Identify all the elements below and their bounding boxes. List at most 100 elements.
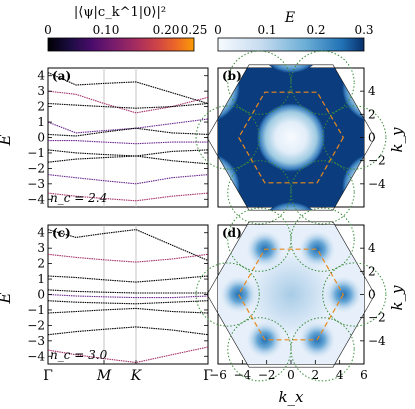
ytick-label-8: 4 xyxy=(37,69,45,83)
colorbar-right-tick-0: 0 xyxy=(214,23,222,37)
ytick-label-2: 0 xyxy=(368,131,376,145)
band-8 xyxy=(47,174,209,185)
fermi-contour-0 xyxy=(322,105,387,170)
xtick-label-2: K xyxy=(130,368,143,384)
colorbar-left-label: |⟨ψ|c_k^1|0⟩|² xyxy=(74,5,166,20)
colorbar-right-tick-1: 0.1 xyxy=(257,23,276,37)
xtick-label-1: M xyxy=(96,368,112,384)
fermi-contour-0 xyxy=(322,262,387,327)
panel-d-ylabel: k_y xyxy=(388,285,406,311)
ytick-label-5: 1 xyxy=(37,115,45,129)
panel-b-ylabel: k_y xyxy=(388,127,406,153)
band-7 xyxy=(47,155,209,165)
ytick-label-0: 4 xyxy=(368,241,376,255)
fermi-contour-3 xyxy=(195,105,260,170)
band-2 xyxy=(47,102,209,109)
band-5 xyxy=(48,140,208,145)
xtick-label-0: −6 xyxy=(209,368,227,382)
band-6 xyxy=(47,149,209,157)
ytick-label-4: 0 xyxy=(37,288,45,302)
panel-d-dashed-hexagon xyxy=(238,248,344,341)
panel-c-ylabel: E xyxy=(0,292,14,304)
ytick-label-2: −2 xyxy=(27,318,45,332)
panel-d-heatmap xyxy=(218,225,364,364)
colorbar-right: E 0 0.1 0.2 0.3 xyxy=(214,10,374,52)
panel-a-frame xyxy=(47,67,209,208)
colorbar-right-tick-3: 0.3 xyxy=(354,23,373,37)
fermi-contour-2 xyxy=(227,317,292,382)
colorbar-left-tick-3: 0.25 xyxy=(181,23,208,37)
ytick-label-5: 1 xyxy=(37,272,45,286)
ytick-label-1: 2 xyxy=(368,107,376,121)
fermi-contour-5 xyxy=(290,50,355,115)
panel-d-xlabel: k_x xyxy=(278,388,304,406)
ytick-label-1: 2 xyxy=(368,264,376,278)
xtick-label-1: −4 xyxy=(233,368,251,382)
xtick-label-2: −2 xyxy=(258,368,276,382)
ytick-label-1: −3 xyxy=(27,177,45,191)
fermi-contour-2 xyxy=(227,160,292,225)
ytick-label-6: 2 xyxy=(37,257,45,271)
colorbar-left-tick-2: 0.20 xyxy=(153,23,180,37)
band-9 xyxy=(47,192,209,202)
colorbar-right-label: E xyxy=(284,10,295,26)
band-6 xyxy=(47,307,209,314)
panel-d-energy-map: 4 2 0 −2 −4 −6 −4 −2 0 2 4 6 (d) k_y k_x xyxy=(195,207,406,406)
band-4 xyxy=(47,293,209,299)
xtick-label-4: 2 xyxy=(312,368,320,382)
band-4 xyxy=(47,127,209,137)
center-pocket xyxy=(256,103,326,172)
ytick-label-3: −1 xyxy=(27,303,45,317)
xtick-label-3: 0 xyxy=(287,368,295,382)
panel-a-annotation: n_c = 2.4 xyxy=(50,191,107,205)
band-0 xyxy=(47,72,209,105)
fermi-contour-5 xyxy=(290,207,355,272)
band-1 xyxy=(47,90,209,114)
xtick-label-0: Γ xyxy=(43,368,53,384)
panel-c-annotation: n_c = 3.0 xyxy=(50,348,108,362)
ytick-label-3: −2 xyxy=(368,311,386,325)
colorbar-left-tick-0: 0 xyxy=(44,23,52,37)
ytick-label-0: −4 xyxy=(27,349,45,363)
band-7 xyxy=(47,326,209,336)
ytick-label-8: 4 xyxy=(37,226,45,240)
panel-b-label: (b) xyxy=(222,69,242,83)
ytick-label-4: 0 xyxy=(37,131,45,145)
ytick-label-2: 0 xyxy=(368,288,376,302)
colorbar-left-gradient xyxy=(47,37,195,52)
ytick-label-0: −4 xyxy=(27,192,45,206)
xtick-label-3: Γ xyxy=(203,368,213,384)
colorbar-right-tick-2: 0.2 xyxy=(306,23,325,37)
xtick-label-6: 6 xyxy=(360,368,368,382)
band-1 xyxy=(47,253,209,263)
ytick-label-3: −2 xyxy=(368,154,386,168)
band-3 xyxy=(47,118,209,134)
ytick-label-7: 3 xyxy=(37,241,45,255)
panel-b-dashed-hexagon xyxy=(238,91,344,184)
band-3 xyxy=(47,289,208,294)
colorbar-left-tick-1: 0.10 xyxy=(93,23,120,37)
panel-c-label: (c) xyxy=(52,226,71,240)
ytick-label-0: 4 xyxy=(368,84,376,98)
panel-d-label: (d) xyxy=(222,226,242,240)
colorbar-left: |⟨ψ|c_k^1|0⟩|² 0 0.10 0.20 0.25 xyxy=(44,5,208,52)
xtick-label-5: 4 xyxy=(336,368,344,382)
ytick-label-7: 3 xyxy=(37,84,45,98)
ytick-label-1: −3 xyxy=(27,334,45,348)
panel-b-brillouin-zone xyxy=(206,64,376,211)
colorbar-right-gradient xyxy=(217,37,365,52)
band-0 xyxy=(47,229,209,262)
ytick-label-3: −1 xyxy=(27,146,45,160)
panel-c-frame xyxy=(47,224,209,365)
panel-d-center-region xyxy=(249,253,333,336)
ytick-label-4: −4 xyxy=(368,177,386,191)
panel-a-band-structure: −4−3 −2−10 12 34 (a) n_c = 2.4 E xyxy=(0,67,209,208)
ytick-label-2: −2 xyxy=(27,161,45,175)
fermi-contour-3 xyxy=(195,262,260,327)
dirac-spot-5 xyxy=(297,229,337,269)
ytick-label-4: −4 xyxy=(368,334,386,348)
panel-d-brillouin-zone xyxy=(206,221,376,368)
panel-b-energy-map: 4 2 0 −2 −4 (b) k_y xyxy=(195,50,406,225)
band-5 xyxy=(47,300,209,305)
